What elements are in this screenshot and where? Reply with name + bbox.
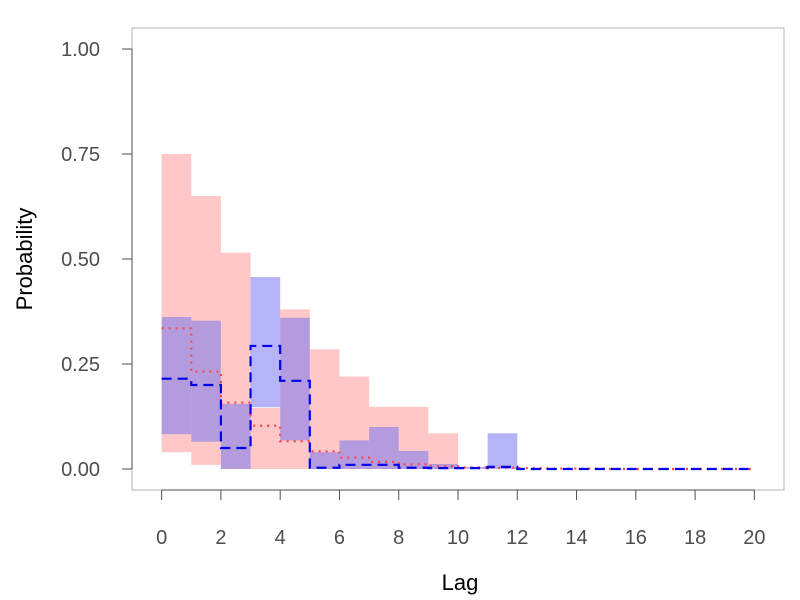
band-1-bin-1 — [191, 320, 221, 442]
step-line-3 — [161, 344, 755, 471]
step-lines — [161, 327, 755, 471]
x-tick-label: 2 — [215, 527, 226, 549]
band-1-bin-3 — [250, 277, 281, 408]
y-tick-label: 0.00 — [61, 459, 100, 481]
x-tick-label: 16 — [625, 527, 647, 549]
y-tick-label: 1.00 — [61, 39, 100, 61]
y-tick-label: 0.25 — [61, 354, 100, 376]
y-axis: 0.00 0.25 0.50 0.75 1.00 — [61, 39, 133, 481]
band-1-bin-7 — [369, 427, 399, 469]
x-tick-label: 0 — [156, 527, 167, 549]
band-1-bin-8 — [398, 450, 429, 469]
x-tick-label: 12 — [506, 527, 528, 549]
y-axis-title: Probability — [12, 208, 37, 311]
x-axis-title: Lag — [442, 570, 479, 595]
x-tick-label: 20 — [743, 527, 765, 549]
y-tick-label: 0.75 — [61, 144, 100, 166]
band-1-bin-2 — [220, 403, 251, 469]
x-tick-label: 10 — [447, 527, 469, 549]
band-1-bin-0 — [161, 316, 192, 435]
band-0-bin-5 — [309, 349, 340, 469]
band-0-bin-9 — [428, 433, 458, 469]
band-0-bin-3 — [250, 408, 281, 469]
x-tick-label: 4 — [275, 527, 286, 549]
x-tick-label: 18 — [684, 527, 706, 549]
x-axis: 0 2 4 6 8 10 12 14 16 18 20 — [156, 489, 765, 549]
x-tick-label: 6 — [334, 527, 345, 549]
band-1-bin-4 — [280, 317, 310, 441]
x-tick-label: 8 — [393, 527, 404, 549]
band-1-bin-9 — [428, 463, 458, 469]
probability-bands — [161, 154, 518, 469]
x-tick-label: 14 — [565, 527, 587, 549]
band-1-bin-5 — [309, 452, 340, 469]
band-1-bin-11 — [487, 433, 518, 469]
y-tick-label: 0.50 — [61, 249, 100, 271]
